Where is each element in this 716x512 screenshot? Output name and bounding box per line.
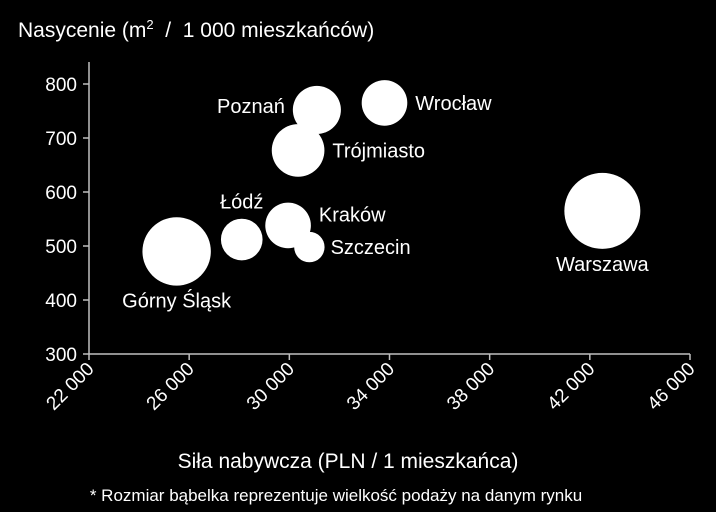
x-tick-label: 26 000 xyxy=(143,359,199,415)
y-tick-label: 300 xyxy=(45,345,77,366)
x-tick-label: 46 000 xyxy=(644,359,700,415)
y-ticks: 300 400 500 600 700 800 xyxy=(45,75,89,366)
bubble-label-wroclaw: Wrocław xyxy=(415,93,492,115)
bubble-label-gorny-slask: Górny Śląsk xyxy=(122,289,232,313)
y-tick-label: 500 xyxy=(45,237,77,258)
y-tick-label: 400 xyxy=(45,291,77,312)
y-tick-label: 600 xyxy=(45,183,77,204)
bubble-lodz xyxy=(220,218,263,261)
x-tick-label: 38 000 xyxy=(443,359,499,415)
bubble-label-trojmiasto: Trójmiasto xyxy=(332,140,425,162)
y-axis-title-prefix: Nasycenie (m xyxy=(18,19,146,42)
x-ticks: 22 000 26 000 30 000 34 000 38 000 42 000 46 0… xyxy=(43,354,700,415)
footnote: * Rozmiar bąbelka reprezentuje wielkość … xyxy=(90,486,582,505)
bubble-label-poznan: Poznań xyxy=(217,96,285,118)
plot-area: 300 400 500 600 700 800 22 000 26 000 30 000 34 … xyxy=(43,62,700,415)
bubbles xyxy=(142,80,641,286)
bubble-wroclaw xyxy=(361,80,408,126)
bubble-trojmiasto xyxy=(271,124,325,177)
bubble-label-lodz: Łódź xyxy=(220,192,263,214)
bubble-poznan xyxy=(292,85,341,134)
bubble-gorny-slask xyxy=(142,217,211,286)
x-tick-label: 34 000 xyxy=(343,359,399,415)
bubble-warszawa xyxy=(564,172,641,249)
y-axis-title-suffix: / 1 000 mieszkańców) xyxy=(154,19,375,42)
y-axis-title-superscript: 2 xyxy=(146,17,153,32)
x-axis-title: Siła nabywcza (PLN / 1 mieszkańca) xyxy=(178,450,519,473)
bubble-labels: Warszawa Górny Śląsk Wrocław Poznań Trójmias… xyxy=(122,93,649,313)
y-axis-title: Nasycenie (m2 / 1 000 mieszkańców) xyxy=(18,17,374,42)
x-tick-label: 42 000 xyxy=(543,359,599,415)
bubble-label-krakow: Kraków xyxy=(319,204,386,226)
bubble-label-warszawa: Warszawa xyxy=(556,254,649,276)
y-tick-label: 800 xyxy=(45,75,77,96)
x-tick-label: 22 000 xyxy=(43,359,99,415)
bubble-szczecin xyxy=(294,231,325,263)
bubble-label-szczecin: Szczecin xyxy=(331,237,411,259)
x-tick-label: 30 000 xyxy=(243,359,299,415)
y-tick-label: 700 xyxy=(45,129,77,150)
